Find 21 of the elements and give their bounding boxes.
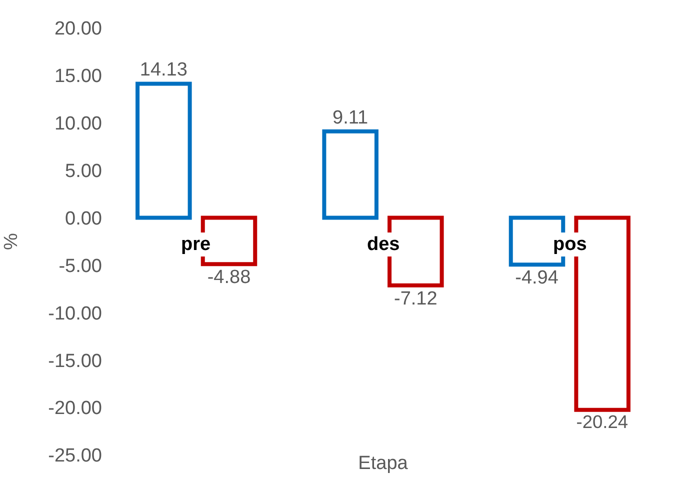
data-label: 14.13 [140, 60, 188, 81]
data-label: 9.11 [332, 107, 368, 128]
y-tick-label: 10.00 [54, 114, 102, 135]
data-label: -4.88 [207, 267, 251, 288]
x-tick-label: pre [181, 234, 211, 255]
y-tick-label: 0.00 [65, 208, 102, 230]
x-tick-label: pos [553, 234, 587, 255]
y-tick-label: 20.00 [54, 18, 102, 40]
x-axis-title: Etapa [358, 452, 408, 474]
y-tick-label: -25.00 [48, 446, 102, 467]
data-label: -4.94 [515, 268, 559, 289]
y-tick-label: 5.00 [65, 160, 102, 182]
y-tick-label: 15.00 [54, 66, 102, 88]
y-tick-label: -5.00 [58, 256, 102, 277]
y-tick-label: -10.00 [48, 303, 102, 324]
x-tick-label: des [367, 234, 400, 255]
data-label: -7.12 [394, 288, 438, 310]
y-tick-label: -20.00 [48, 398, 102, 420]
data-label: -20.24 [576, 411, 628, 432]
y-axis-title: % [0, 232, 22, 250]
y-tick-label: -15.00 [48, 350, 102, 372]
